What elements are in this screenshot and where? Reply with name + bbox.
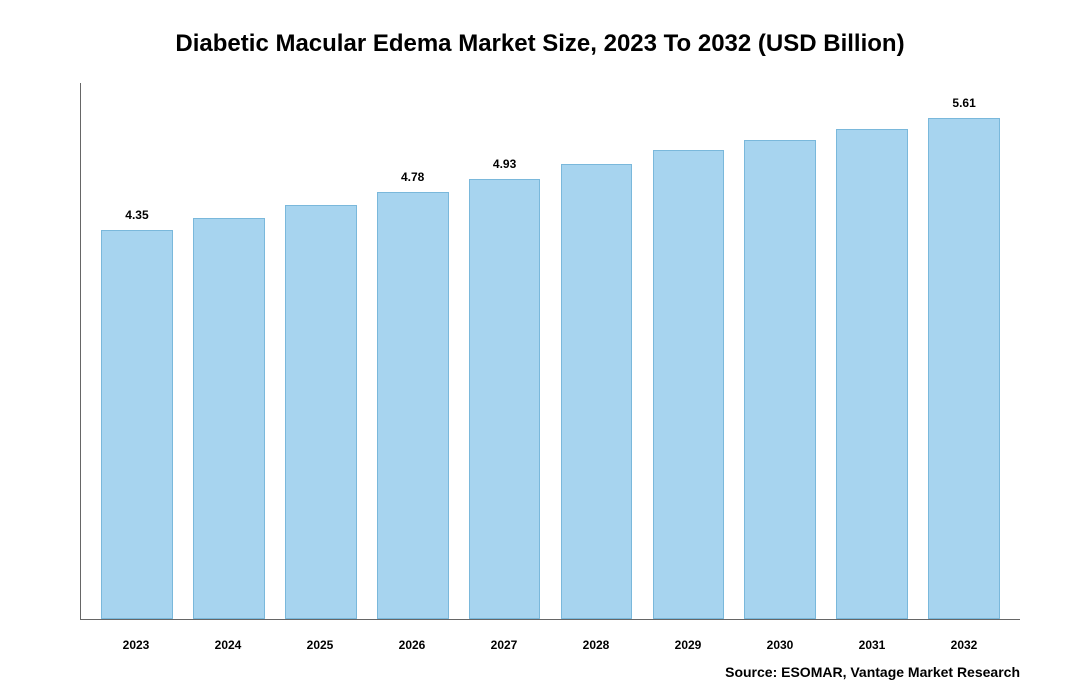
source-attribution: Source: ESOMAR, Vantage Market Research bbox=[40, 664, 1020, 680]
x-axis: 2023202420252026202720282029203020312032 bbox=[80, 638, 1020, 652]
bar-slot bbox=[551, 83, 643, 619]
bar-slot bbox=[642, 83, 734, 619]
bar-value-label: 5.61 bbox=[952, 96, 975, 112]
x-tick-label: 2029 bbox=[642, 638, 734, 652]
bar-slot: 5.61 bbox=[918, 83, 1010, 619]
x-tick-label: 2026 bbox=[366, 638, 458, 652]
bar-value-label: 4.78 bbox=[401, 170, 424, 186]
x-tick-label: 2031 bbox=[826, 638, 918, 652]
bar-slot bbox=[826, 83, 918, 619]
bar bbox=[285, 205, 357, 619]
bar-slot bbox=[183, 83, 275, 619]
bar-slot: 4.93 bbox=[459, 83, 551, 619]
bar bbox=[469, 179, 541, 619]
bar bbox=[836, 129, 908, 619]
bars-row: 4.35 4.78 4.93 5.61 bbox=[81, 83, 1020, 619]
bar bbox=[928, 118, 1000, 619]
bar bbox=[193, 218, 265, 619]
x-tick-label: 2027 bbox=[458, 638, 550, 652]
bar-slot: 4.78 bbox=[367, 83, 459, 619]
bar bbox=[101, 230, 173, 619]
x-tick-label: 2030 bbox=[734, 638, 826, 652]
bar-value-label: 4.93 bbox=[493, 157, 516, 173]
x-tick-label: 2028 bbox=[550, 638, 642, 652]
x-tick-label: 2025 bbox=[274, 638, 366, 652]
bar-value-label: 4.35 bbox=[125, 208, 148, 224]
x-tick-label: 2024 bbox=[182, 638, 274, 652]
bar-slot bbox=[275, 83, 367, 619]
bar-slot bbox=[734, 83, 826, 619]
x-tick-label: 2032 bbox=[918, 638, 1010, 652]
chart-container: Diabetic Macular Edema Market Size, 2023… bbox=[0, 0, 1080, 700]
bar bbox=[653, 150, 725, 619]
plot-area: 4.35 4.78 4.93 5.61 bbox=[80, 83, 1020, 620]
bar-slot: 4.35 bbox=[91, 83, 183, 619]
bar bbox=[744, 140, 816, 619]
x-tick-label: 2023 bbox=[90, 638, 182, 652]
chart-title: Diabetic Macular Edema Market Size, 2023… bbox=[40, 30, 1040, 58]
bar bbox=[561, 164, 633, 619]
bar bbox=[377, 192, 449, 619]
